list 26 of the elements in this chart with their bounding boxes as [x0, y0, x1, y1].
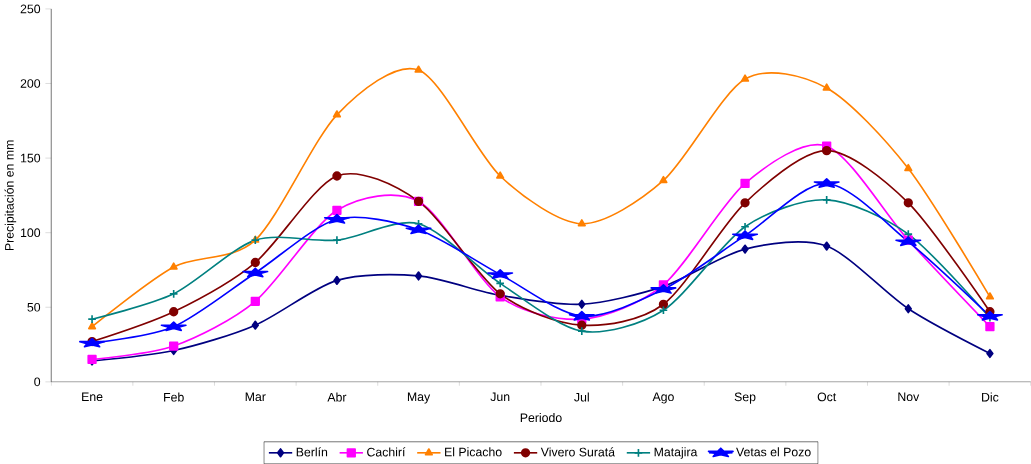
y-tick-label: 50: [27, 302, 41, 312]
legend-label: Matajira: [654, 447, 698, 459]
legend-label: Berlín: [296, 447, 328, 457]
y-tick-label: 250: [20, 4, 41, 14]
x-tick-label: Feb: [164, 392, 184, 402]
x-tick-label: May: [407, 392, 431, 404]
x-tick-label: Oct: [817, 392, 837, 402]
x-axis-title: Periodo: [520, 412, 562, 423]
y-tick-label: 150: [21, 153, 41, 163]
y-tick-label: 0: [34, 377, 41, 387]
legend-label: Vetas el Pozo: [736, 447, 811, 457]
legend-label: Vivero Suratá: [540, 447, 616, 457]
x-tick-label: Nov: [898, 392, 920, 402]
x-tick-label: Jul: [574, 392, 589, 402]
x-tick-label: Jun: [490, 392, 510, 402]
x-tick-label: Dic: [982, 392, 999, 402]
y-tick-label: 200: [20, 79, 41, 88]
x-tick-label: Abr: [327, 392, 347, 402]
x-tick-label: Sep: [734, 392, 756, 404]
x-tick-label: Ene: [82, 392, 103, 402]
x-tick-label: Mar: [245, 392, 266, 402]
y-axis-title: Precipitación en mm: [4, 140, 17, 251]
y-tick-label: 100: [21, 228, 41, 237]
legend-label: Cachirí: [367, 447, 406, 457]
x-tick-label: Ago: [652, 392, 674, 404]
legend-label: El Picacho: [445, 447, 502, 457]
